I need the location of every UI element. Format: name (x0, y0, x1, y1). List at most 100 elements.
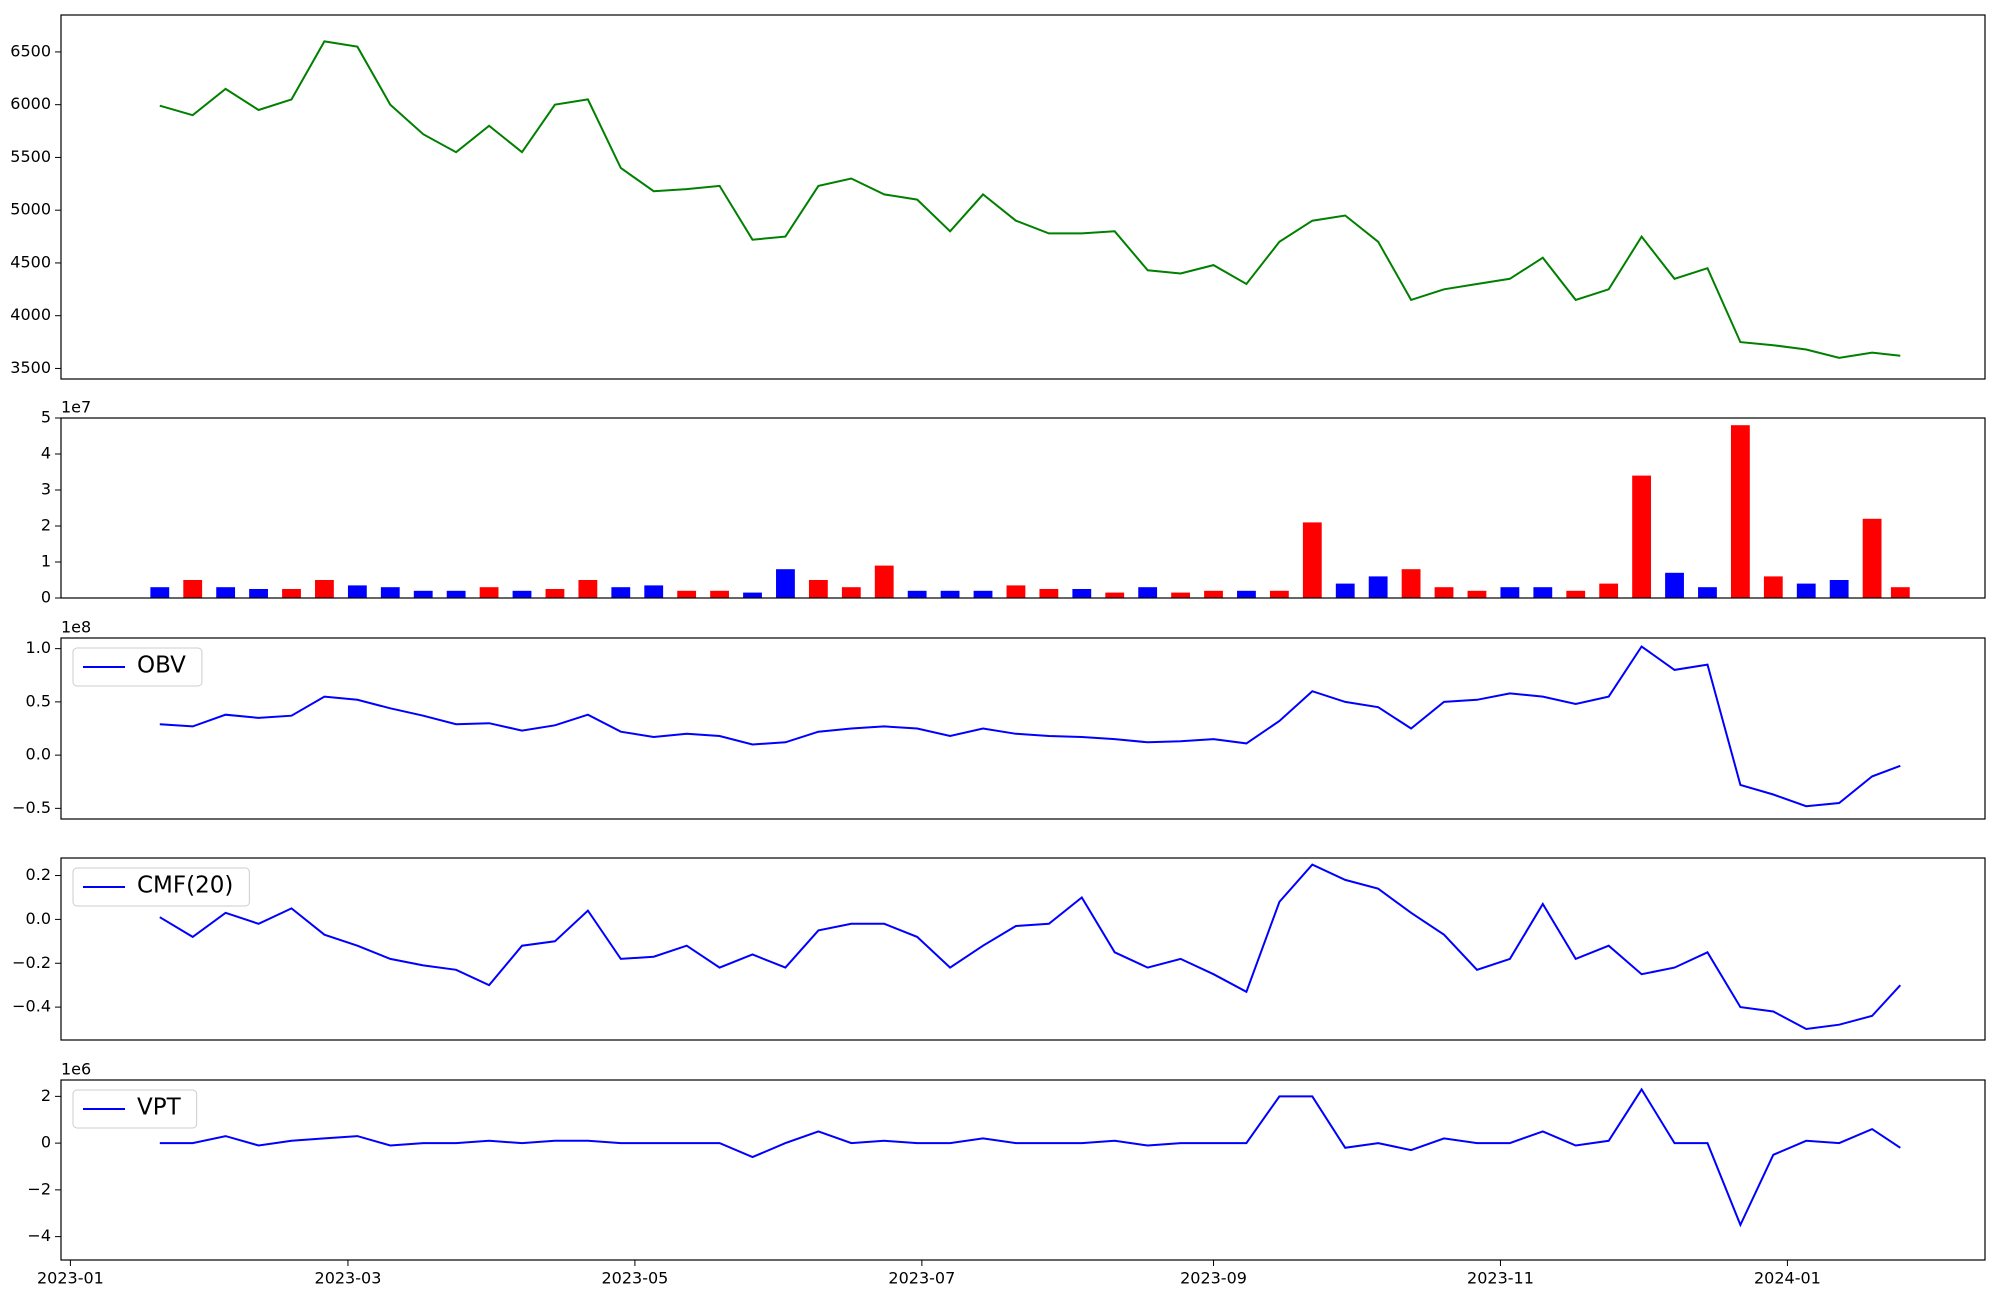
volume-bar (776, 569, 795, 598)
volume-bar (413, 590, 433, 598)
y-tick-label: 4500 (10, 252, 51, 271)
volume-bar (1434, 587, 1454, 598)
volume-bar (315, 580, 334, 598)
volume-bar (347, 585, 367, 598)
volume-bar (512, 590, 532, 598)
y-tick-label: 0.0 (26, 745, 51, 764)
volume-bar (545, 589, 565, 598)
volume-bar (940, 590, 960, 598)
legend-label: VPT (137, 1095, 182, 1121)
volume-bar (1599, 583, 1619, 598)
y-tick-label: 3500 (10, 358, 51, 377)
volume-bar (1401, 569, 1421, 598)
legend-label: OBV (137, 653, 186, 679)
volume-bar (578, 580, 598, 598)
volume-bar (1796, 583, 1816, 598)
axis-offset: 1e7 (61, 398, 91, 417)
volume-bar (1566, 590, 1586, 598)
y-tick-label: 5500 (10, 147, 51, 166)
y-tick-label: 0.2 (26, 865, 51, 884)
axes-frame (60, 14, 1986, 380)
volume-bar (1171, 592, 1190, 598)
volume-bar (677, 590, 697, 598)
volume-bar (446, 590, 466, 598)
volume-bar (1467, 590, 1487, 598)
y-tick-label: 0 (41, 588, 51, 607)
y-tick-label: 1 (41, 552, 51, 571)
volume-bar (380, 587, 400, 598)
axes-frame (60, 417, 1986, 599)
volume-bar (710, 590, 729, 598)
y-tick-label: 5000 (10, 200, 51, 219)
volume-bar (183, 580, 203, 598)
y-tick-label: −4 (27, 1226, 51, 1245)
x-tick-label: 2023-11 (1467, 1269, 1534, 1288)
volume-bar (216, 587, 236, 598)
volume-bar (1890, 587, 1910, 598)
y-tick-label: −0.2 (12, 953, 51, 972)
y-tick-label: 6500 (10, 41, 51, 60)
volume-bar (479, 587, 499, 598)
series-line (159, 645, 1901, 808)
volume-bar (1335, 583, 1355, 598)
y-tick-label: 2 (41, 516, 51, 535)
legend-box (72, 1089, 198, 1129)
volume-bar (907, 590, 927, 598)
axes-frame (60, 857, 1986, 1041)
volume-bar (1500, 587, 1520, 598)
volume-bar (1533, 587, 1553, 598)
y-tick-label: −0.4 (12, 997, 51, 1016)
volume-bar (150, 587, 170, 598)
volume-bar (1237, 590, 1256, 598)
x-tick-label: 2023-03 (315, 1269, 382, 1288)
volume-bar (1632, 475, 1652, 598)
axes-frame (60, 637, 1986, 820)
legend-box (72, 867, 250, 907)
x-tick-label: 2023-09 (1180, 1269, 1247, 1288)
axis-offset: 1e8 (61, 618, 91, 637)
volume-bar (1698, 587, 1717, 598)
volume-bar (249, 589, 268, 598)
volume-bar (1862, 518, 1882, 598)
volume-bar (1138, 587, 1158, 598)
x-tick-label: 2024-01 (1754, 1269, 1821, 1288)
legend: OBV (72, 647, 203, 687)
volume-bar (1269, 590, 1289, 598)
volume-bar (1204, 590, 1223, 598)
x-tick-label: 2023-01 (37, 1269, 104, 1288)
y-tick-label: 0.5 (26, 691, 51, 710)
volume-bar (282, 589, 301, 598)
volume-bar (841, 587, 861, 598)
x-tick-label: 2023-07 (888, 1269, 955, 1288)
y-tick-label: 4 (41, 444, 51, 463)
series-line (159, 1087, 1901, 1228)
volume-bar (1302, 522, 1322, 598)
volume-bar (1665, 572, 1684, 598)
x-tick-label: 2023-05 (601, 1269, 668, 1288)
legend: VPT (72, 1089, 198, 1129)
volume-bar (1368, 576, 1388, 598)
axes-frame (60, 1079, 1986, 1261)
volume-bar (1039, 589, 1059, 598)
volume-bar (644, 585, 664, 598)
legend: CMF(20) (72, 867, 250, 907)
volume-bar (973, 590, 993, 598)
volume-bar (874, 565, 894, 598)
volume-bar (743, 592, 762, 598)
y-tick-label: −2 (27, 1179, 51, 1198)
volume-bar (611, 587, 631, 598)
volume-bar (1072, 589, 1092, 598)
axis-offset: 1e6 (61, 1060, 91, 1079)
volume-bar (1006, 585, 1026, 598)
volume-bar (1730, 425, 1750, 598)
y-tick-label: 5 (41, 408, 51, 427)
volume-bar (808, 580, 828, 598)
y-tick-label: 0 (41, 1133, 51, 1152)
legend-box (72, 647, 203, 687)
volume-bar (1763, 576, 1783, 598)
y-tick-label: 4000 (10, 305, 51, 324)
legend-label: CMF(20) (137, 873, 233, 899)
volume-bar (1105, 592, 1125, 598)
y-tick-label: 3 (41, 480, 51, 499)
